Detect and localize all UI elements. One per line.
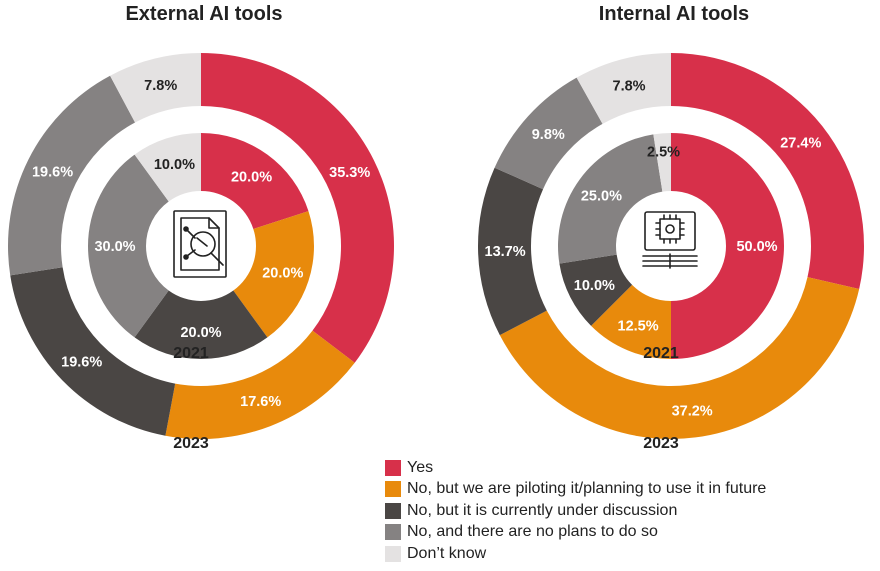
ring-year-label-2021: 2021 <box>643 345 679 362</box>
slice-2023-no-but-we-are-piloting-it-planning-to-use-it-in-future <box>499 277 860 439</box>
data-label-2023-yes: 35.3% <box>329 165 370 181</box>
legend-swatch-yes <box>385 459 401 476</box>
slice-2021-no-but-we-are-piloting-it-planning-to-use-it-in-future <box>233 211 314 338</box>
data-label-2021-no-and-there-are-no-plans-to-do-so: 25.0% <box>581 188 622 204</box>
slice-2021-yes <box>671 133 784 359</box>
data-label-2021-no-but-it-is-currently-under-discussion: 10.0% <box>574 278 615 294</box>
data-label-2023-don-t-know: 7.8% <box>144 78 177 94</box>
donut-chart-external-ai-tools: External AI tools 35.3% 17.6% 19.6% 19.6% 7.8… <box>8 3 394 452</box>
slice-2023-no-but-we-are-piloting-it-planning-to-use-it-in-future <box>165 330 355 439</box>
slice-2021-don-t-know <box>653 133 671 192</box>
slice-2021-don-t-know <box>134 133 201 202</box>
slice-2021-no-but-we-are-piloting-it-planning-to-use-it-in-future <box>591 284 671 359</box>
slice-2021-no-but-it-is-currently-under-discussion <box>134 290 268 359</box>
donut-chart-internal-ai-tools: Internal AI tools 27.4% 37.2% 13.7% 9.8% 7.8%… <box>478 3 864 452</box>
chart-title: Internal AI tools <box>599 3 749 25</box>
legend-item-discussion: No, but it is currently under discussion <box>385 500 766 522</box>
ai-document-analysis-icon <box>173 210 227 278</box>
data-label-2023-don-t-know: 7.8% <box>613 78 646 94</box>
data-label-2021-no-but-we-are-piloting-it-planning-to-use-it-in-future: 12.5% <box>618 318 659 334</box>
data-label-2021-don-t-know: 10.0% <box>154 157 195 173</box>
legend-item-piloting: No, but we are piloting it/planning to u… <box>385 479 766 501</box>
legend: Yes No, but we are piloting it/planning … <box>385 457 766 565</box>
legend-label-discussion: No, but it is currently under discussion <box>407 501 678 519</box>
slice-2021-no-but-it-is-currently-under-discussion <box>559 254 633 326</box>
slice-2021-no-and-there-are-no-plans-to-do-so <box>558 134 663 264</box>
ai-chip-icon <box>642 211 698 269</box>
legend-item-yes: Yes <box>385 457 766 479</box>
data-label-2021-no-but-it-is-currently-under-discussion: 20.0% <box>180 325 221 341</box>
data-label-2023-no-but-we-are-piloting-it-planning-to-use-it-in-future: 37.2% <box>672 404 713 420</box>
slice-2023-no-and-there-are-no-plans-to-do-so <box>8 75 136 276</box>
chart-title: External AI tools <box>125 3 282 25</box>
slice-2023-yes <box>671 53 864 289</box>
legend-swatch-no-plans <box>385 524 401 541</box>
slice-2021-no-and-there-are-no-plans-to-do-so <box>87 154 169 338</box>
slice-2023-no-and-there-are-no-plans-to-do-so <box>494 77 603 190</box>
slice-2023-don-t-know <box>110 53 201 123</box>
legend-swatch-discussion <box>385 502 401 519</box>
data-label-2023-yes: 27.4% <box>780 136 821 152</box>
legend-swatch-piloting <box>385 481 401 498</box>
data-label-2023-no-and-there-are-no-plans-to-do-so: 19.6% <box>32 165 73 181</box>
legend-label-yes: Yes <box>407 458 434 476</box>
ring-year-label-2023: 2023 <box>173 435 209 452</box>
slice-2021-yes <box>201 133 309 230</box>
legend-swatch-dont-know <box>385 545 401 562</box>
data-label-2021-don-t-know: 2.5% <box>647 144 680 160</box>
data-label-2023-no-but-it-is-currently-under-discussion: 19.6% <box>61 354 102 370</box>
ring-year-label-2021: 2021 <box>173 345 209 362</box>
legend-label-piloting: No, but we are piloting it/planning to u… <box>407 480 767 498</box>
slice-2023-don-t-know <box>576 53 671 124</box>
legend-label-dont-know: Don’t know <box>407 544 487 562</box>
slice-2023-yes <box>201 53 394 363</box>
slice-2023-no-but-it-is-currently-under-discussion <box>10 267 176 436</box>
data-label-2023-no-but-we-are-piloting-it-planning-to-use-it-in-future: 17.6% <box>240 394 281 410</box>
data-label-2023-no-but-it-is-currently-under-discussion: 13.7% <box>485 244 526 260</box>
legend-label-no-plans: No, and there are no plans to do so <box>407 523 658 541</box>
data-label-2021-no-but-we-are-piloting-it-planning-to-use-it-in-future: 20.0% <box>262 266 303 282</box>
slice-2023-no-but-it-is-currently-under-discussion <box>478 167 547 336</box>
data-label-2023-no-and-there-are-no-plans-to-do-so: 9.8% <box>532 127 565 143</box>
data-label-2021-no-and-there-are-no-plans-to-do-so: 30.0% <box>94 239 135 255</box>
data-label-2021-yes: 20.0% <box>231 169 272 185</box>
legend-item-no-plans: No, and there are no plans to do so <box>385 522 766 544</box>
legend-item-dont-know: Don’t know <box>385 543 766 565</box>
data-label-2021-yes: 50.0% <box>736 239 777 255</box>
ring-year-label-2023: 2023 <box>643 435 679 452</box>
